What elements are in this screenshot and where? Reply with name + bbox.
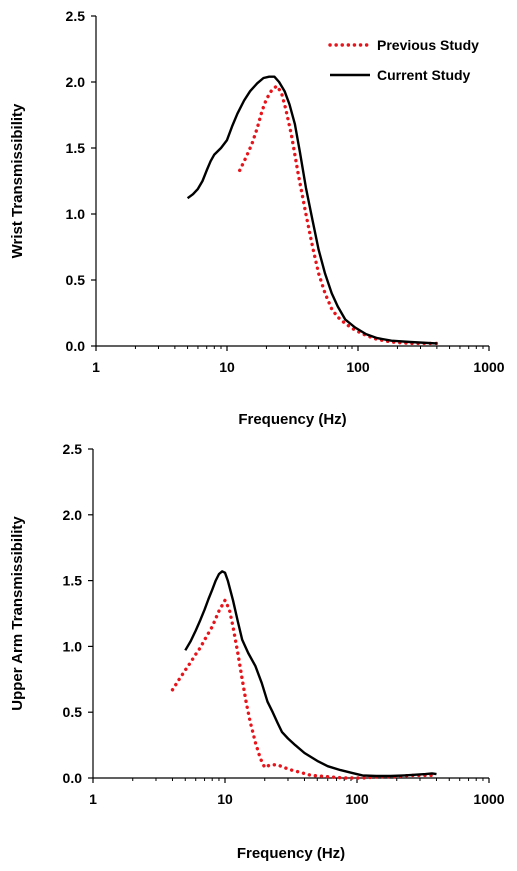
legend-label-previous-study: Previous Study xyxy=(377,37,479,53)
series-line-current-study xyxy=(186,75,437,345)
x-tick-label: 1 xyxy=(92,359,100,375)
y-tick-label: 1.5 xyxy=(63,573,83,589)
x-tick-label: 100 xyxy=(345,791,369,807)
upper-arm-chart: 0.0 0.5 1.0 1.5 2.0 2.5 1 10 100 1000 Frequency (H… xyxy=(9,441,505,862)
x-tick-label: 10 xyxy=(217,791,233,807)
y-axis-title: Upper Arm Transmissibility xyxy=(9,516,26,711)
y-tick-label: 1.0 xyxy=(63,638,83,654)
wrist-chart: 0.0 0.5 1.0 1.5 2.0 2.5 1 10 100 1000 Frequency (H… xyxy=(9,8,505,428)
series-line-previous-study xyxy=(170,598,439,780)
x-axis-title: Frequency (Hz) xyxy=(237,845,345,862)
y-tick-label: 2.0 xyxy=(66,74,86,90)
x-axis-title: Frequency (Hz) xyxy=(238,411,346,428)
y-tick-label: 0.5 xyxy=(66,272,86,288)
y-tick-label: 0.0 xyxy=(63,770,83,786)
x-tick-label: 1000 xyxy=(473,791,504,807)
y-tick-label: 2.5 xyxy=(63,441,83,457)
y-tick-label: 0.0 xyxy=(66,338,86,354)
y-tick-label: 1.5 xyxy=(66,140,86,156)
series-line-previous-study xyxy=(238,84,439,346)
y-axis-title: Wrist Transmissibility xyxy=(9,103,26,258)
y-tick-label: 1.0 xyxy=(66,206,86,222)
x-tick-label: 10 xyxy=(219,359,235,375)
y-tick-label: 2.0 xyxy=(63,507,83,523)
series-line-current-study xyxy=(184,570,437,778)
x-tick-label: 1000 xyxy=(473,359,504,375)
y-tick-label: 0.5 xyxy=(63,704,83,720)
x-tick-label: 1 xyxy=(89,791,97,807)
legend-label-current-study: Current Study xyxy=(377,67,471,83)
x-tick-label: 100 xyxy=(346,359,370,375)
y-tick-label: 2.5 xyxy=(66,8,86,24)
